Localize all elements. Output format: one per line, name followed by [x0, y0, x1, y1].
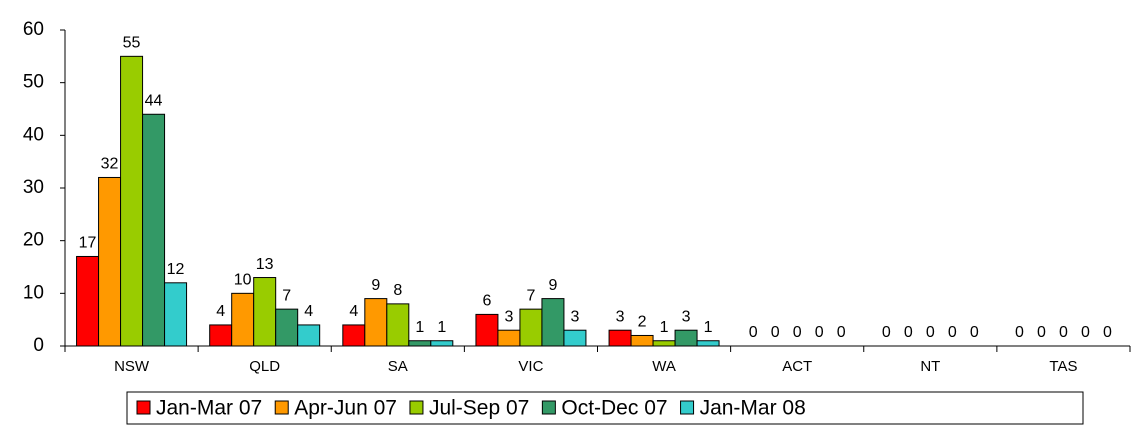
data-label: 0: [926, 324, 935, 341]
data-label: 8: [393, 282, 402, 299]
bar: [541, 298, 565, 347]
data-label: 55: [123, 35, 141, 52]
x-tick-label: WA: [652, 358, 676, 375]
legend-swatch: [409, 400, 424, 415]
bar: [430, 340, 454, 347]
data-label: 0: [749, 324, 758, 341]
data-label: 2: [638, 314, 647, 331]
x-tick-label: VIC: [518, 358, 543, 375]
y-tick-label: 0: [33, 335, 44, 356]
bar: [76, 255, 100, 347]
data-label: 9: [371, 277, 380, 294]
x-tick-label: NT: [920, 358, 940, 375]
data-label: 3: [682, 308, 691, 325]
data-label: 1: [437, 319, 446, 336]
bar: [608, 329, 632, 347]
data-label: 0: [793, 324, 802, 341]
legend-label: Jul-Sep 07: [429, 397, 529, 420]
data-label: 6: [482, 293, 491, 310]
data-label: 1: [704, 319, 713, 336]
data-label: 13: [256, 256, 274, 273]
data-label: 4: [349, 303, 358, 320]
data-label: 0: [1059, 324, 1068, 341]
data-label: 0: [1081, 324, 1090, 341]
data-label: 17: [79, 235, 97, 252]
data-label: 10: [234, 272, 252, 289]
bar: [630, 334, 654, 347]
bar: [253, 277, 277, 347]
bar: [652, 340, 676, 347]
legend-label: Jan-Mar 08: [700, 397, 806, 420]
data-label: 4: [216, 303, 225, 320]
data-label: 3: [504, 308, 513, 325]
data-label: 0: [1015, 324, 1024, 341]
bar: [364, 298, 388, 347]
bar: [120, 55, 144, 347]
bar: [98, 176, 122, 347]
data-label: 1: [660, 319, 669, 336]
bar: [142, 113, 166, 347]
bar: [696, 340, 720, 347]
x-tick-label: NSW: [114, 358, 150, 375]
legend-label: Oct-Dec 07: [561, 397, 667, 420]
x-tick-label: QLD: [249, 358, 280, 375]
y-tick-label: 40: [23, 124, 44, 145]
data-label: 3: [616, 308, 625, 325]
data-label: 1: [415, 319, 424, 336]
legend-swatch: [274, 400, 289, 415]
bar: [342, 324, 366, 347]
bar: [519, 308, 543, 347]
data-label: 0: [1037, 324, 1046, 341]
bar: [275, 308, 299, 347]
x-tick-label: ACT: [782, 358, 812, 375]
bar: [475, 313, 499, 347]
bar: [209, 324, 233, 347]
data-label: 0: [904, 324, 913, 341]
bar: [231, 292, 255, 347]
y-tick-label: 10: [23, 282, 44, 303]
legend-label: Apr-Jun 07: [294, 397, 397, 420]
y-tick-label: 50: [23, 72, 44, 93]
data-label: 0: [1103, 324, 1112, 341]
data-label: 0: [948, 324, 957, 341]
data-label: 7: [526, 287, 535, 304]
bar: [164, 282, 188, 347]
data-label: 0: [771, 324, 780, 341]
data-label: 0: [882, 324, 891, 341]
bar: [408, 340, 432, 347]
bar: [386, 303, 410, 347]
data-label: 32: [101, 156, 119, 173]
bar: [297, 324, 321, 347]
x-tick-label: TAS: [1049, 358, 1077, 375]
data-label: 7: [282, 287, 291, 304]
data-label: 12: [167, 261, 185, 278]
y-tick-label: 60: [23, 19, 44, 40]
data-label: 0: [837, 324, 846, 341]
bar: [674, 329, 698, 347]
data-label: 0: [815, 324, 824, 341]
bar: [497, 329, 521, 347]
data-label: 4: [304, 303, 313, 320]
legend-swatch: [541, 400, 556, 415]
data-label: 0: [970, 324, 979, 341]
x-tick-label: SA: [388, 358, 408, 375]
y-tick-label: 30: [23, 177, 44, 198]
data-label: 44: [145, 92, 163, 109]
legend-box: [126, 391, 1084, 425]
bar: [563, 329, 587, 347]
legend-swatch: [136, 400, 151, 415]
data-label: 9: [548, 277, 557, 294]
y-tick-label: 20: [23, 230, 44, 251]
legend-swatch: [680, 400, 695, 415]
legend-label: Jan-Mar 07: [156, 397, 262, 420]
data-label: 3: [570, 308, 579, 325]
